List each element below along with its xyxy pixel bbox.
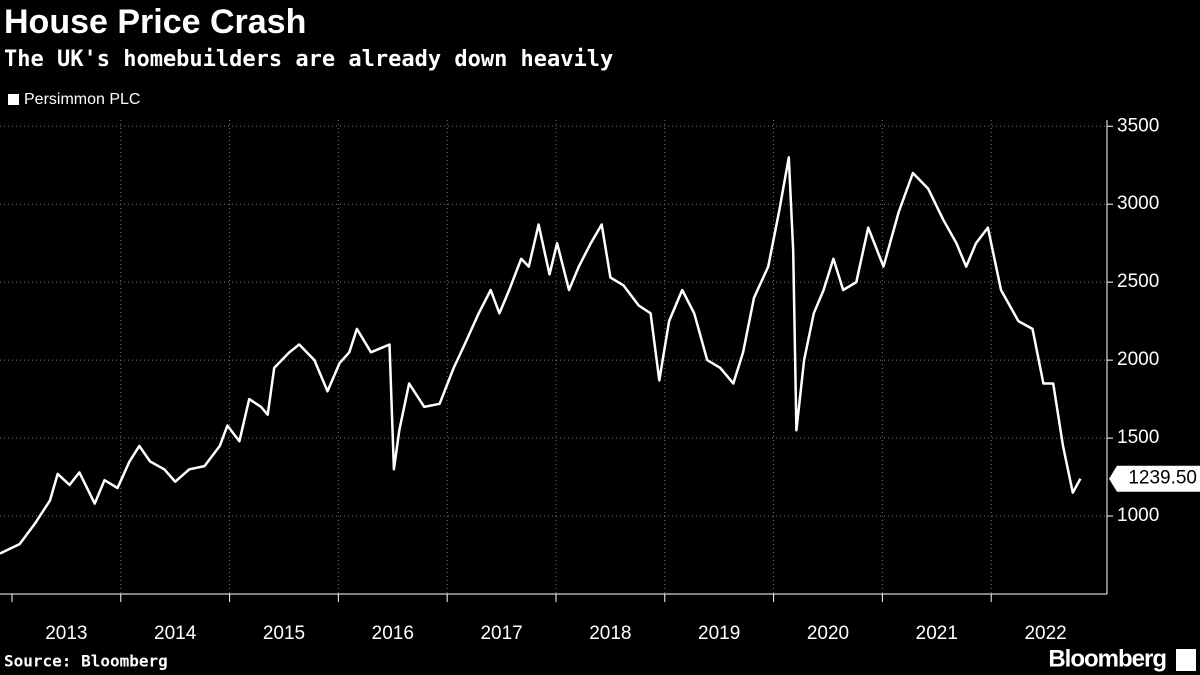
x-tick-label: 2018 [589, 623, 631, 644]
x-tick-label: 2013 [45, 623, 87, 644]
x-tick-label: 2014 [154, 623, 197, 644]
x-tick-label: 2016 [372, 623, 414, 644]
y-tick-label: 1500 [1117, 427, 1159, 448]
x-tick-label: 2017 [480, 623, 522, 644]
chart-title: House Price Crash [4, 3, 306, 41]
line [0, 156, 1082, 555]
logo: Bloomberg [1048, 645, 1166, 672]
y-tick-label: 2000 [1117, 349, 1159, 370]
source: Source: Bloomberg [4, 652, 168, 671]
x-tick-label: 2015 [263, 623, 305, 644]
legend-label: Persimmon PLC [24, 91, 140, 108]
y-tick-label: 3500 [1117, 115, 1159, 136]
x-tick-label: 2019 [698, 623, 740, 644]
y-tick-label: 3000 [1117, 193, 1159, 214]
end-label-box [1109, 465, 1200, 492]
logo-icon [1176, 649, 1196, 671]
y-tick-label: 2500 [1117, 271, 1159, 292]
x-tick-label: 2021 [916, 623, 958, 644]
end-label: 1239.50 [1128, 468, 1197, 489]
y-tick-label: 1000 [1117, 505, 1159, 526]
x-tick-label: 2020 [807, 623, 849, 644]
legend-swatch [8, 94, 19, 105]
chart-subtitle: The UK's homebuilders are already down h… [4, 47, 613, 72]
x-tick-label: 2022 [1024, 623, 1066, 644]
